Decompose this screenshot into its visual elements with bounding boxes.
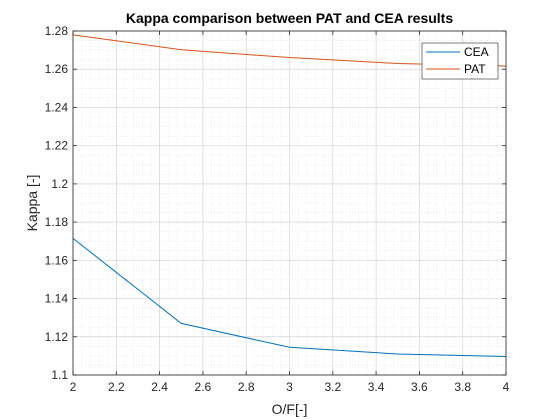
y-tick-label: 1.24: [45, 100, 69, 114]
y-axis-label: Kappa [-]: [24, 175, 40, 232]
minor-grid: [73, 31, 506, 375]
x-tick-label: 2.2: [108, 380, 125, 394]
ticks: [72, 30, 507, 376]
legend: CEA PAT: [421, 42, 499, 80]
x-tick-label: 3: [286, 380, 293, 394]
x-tick-label: 3.8: [454, 380, 471, 394]
y-tick-labels: 1.1 1.12 1.14 1.16 1.18 1.2 1.22 1.24 1.26 1.28: [45, 24, 69, 382]
x-tick-label: 3.4: [368, 380, 385, 394]
chart-title: Kappa comparison between PAT and CEA res…: [126, 10, 453, 26]
y-tick-label: 1.26: [45, 62, 69, 76]
y-tick-label: 1.18: [45, 215, 69, 229]
y-tick-label: 1.2: [51, 177, 68, 191]
y-tick-label: 1.22: [45, 139, 69, 153]
x-tick-label: 3.2: [324, 380, 341, 394]
x-tick-label: 2: [70, 380, 77, 394]
legend-label-pat: PAT: [464, 62, 486, 76]
y-tick-label: 1.28: [45, 24, 69, 38]
legend-box: [421, 42, 499, 80]
x-tick-label: 2.4: [151, 380, 168, 394]
x-tick-label: 2.6: [195, 380, 212, 394]
y-tick-label: 1.14: [45, 292, 69, 306]
y-tick-label: 1.12: [45, 330, 69, 344]
y-tick-label: 1.16: [45, 253, 69, 267]
legend-label-cea: CEA: [464, 45, 489, 59]
y-tick-label: 1.1: [51, 368, 68, 382]
x-tick-labels: 2 2.2 2.4 2.6 2.8 3 3.2 3.4 3.6 3.8 4: [70, 380, 510, 394]
x-tick-label: 2.8: [238, 380, 255, 394]
series-line-cea: [72, 237, 507, 357]
x-axis-label: O/F[-]: [272, 401, 308, 417]
x-tick-label: 3.6: [411, 380, 428, 394]
x-tick-label: 4: [503, 380, 510, 394]
